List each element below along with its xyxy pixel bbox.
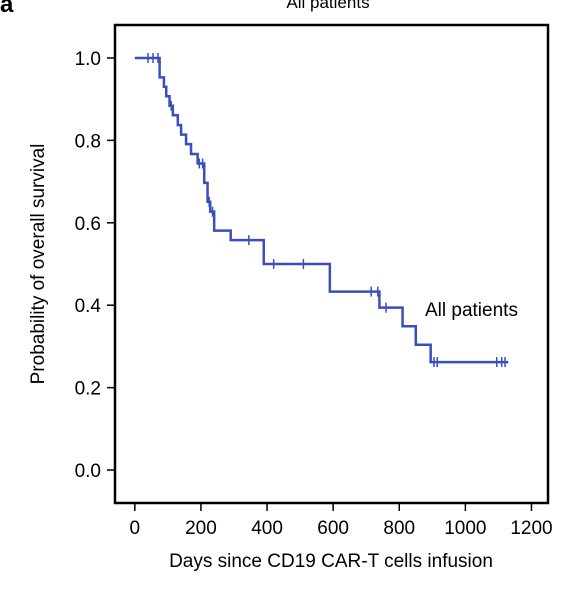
y-tick-label: 0.0 — [75, 461, 101, 482]
x-tick-label: 400 — [251, 518, 283, 539]
plot-frame — [113, 23, 550, 505]
x-axis: 0 200 400 600 800 1000 1200 — [130, 503, 553, 539]
y-tick-label: 0.8 — [75, 131, 101, 152]
x-tick-label: 0 — [130, 518, 141, 539]
y-tick-label: 0.6 — [75, 214, 101, 235]
x-tick-label: 800 — [383, 518, 415, 539]
x-tick-label: 200 — [185, 518, 217, 539]
y-axis: 0.0 0.2 0.4 0.6 0.8 1.0 — [75, 49, 115, 482]
y-axis-title: Probability of overall survival — [28, 144, 49, 385]
y-tick-label: 0.4 — [75, 296, 102, 317]
x-tick-label: 1000 — [444, 518, 486, 539]
x-axis-title: Days since CD19 CAR-T cells infusion — [169, 551, 493, 572]
y-tick-label: 0.2 — [75, 379, 101, 400]
censor-marks — [147, 52, 506, 368]
panel-letter: a — [0, 0, 14, 18]
x-tick-label: 1200 — [510, 518, 552, 539]
x-tick-label: 600 — [317, 518, 349, 539]
y-tick-label: 1.0 — [75, 49, 101, 70]
survival-curve — [134, 56, 509, 364]
series-label: All patients — [425, 300, 518, 321]
chart-title: All patients — [286, 0, 369, 12]
